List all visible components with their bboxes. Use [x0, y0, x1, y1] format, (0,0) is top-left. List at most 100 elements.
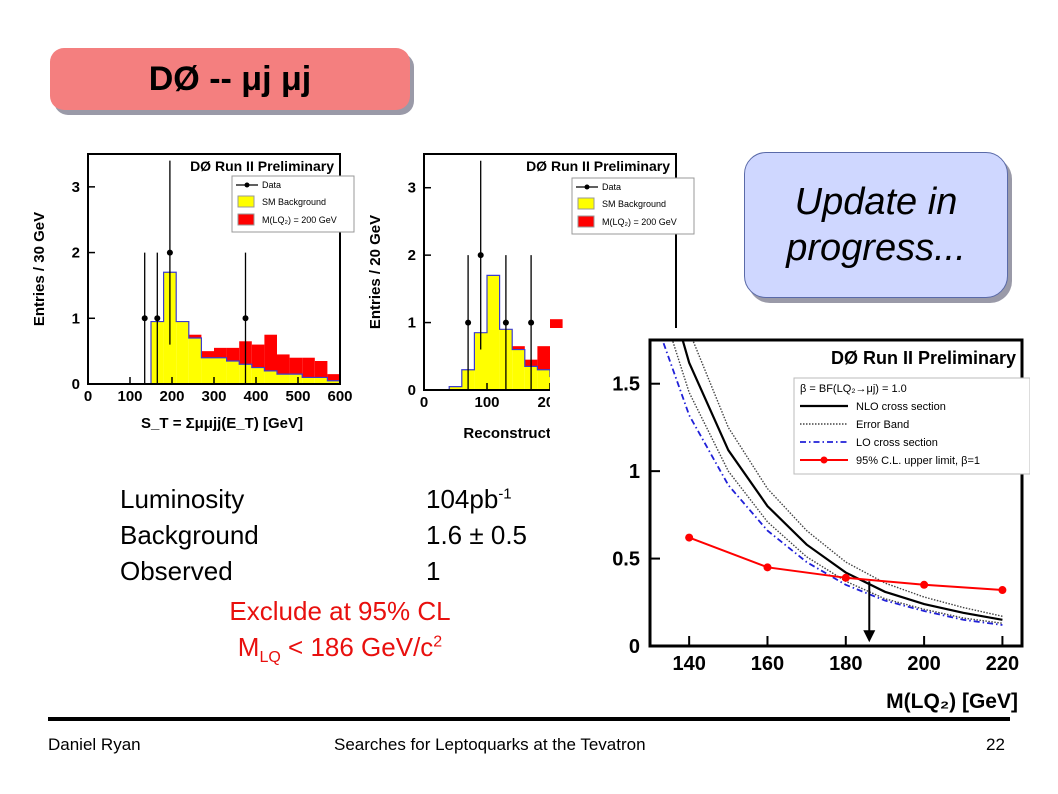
slide-title-box: DØ -- μj μj: [50, 48, 410, 110]
y-tick-label: 0: [629, 636, 640, 658]
y-tick-label: 1.5: [612, 374, 640, 396]
legend-marker: [820, 456, 828, 464]
x-axis-label: M(LQ₂) [GeV]: [886, 690, 1018, 713]
background-bar: [289, 374, 303, 384]
legend-label: Data: [262, 180, 281, 190]
data-point: [242, 315, 249, 322]
signal-bar: [302, 357, 315, 378]
background-bar: [512, 349, 525, 390]
footer-author: Daniel Ryan: [48, 735, 141, 754]
excluded-mass-arrowhead: [863, 630, 876, 643]
legend-swatch: [577, 197, 595, 210]
plot-frame: [648, 338, 1024, 648]
update-line-2: progress...: [786, 227, 966, 269]
histogram-svg: 0 100 200 300 400 500 600 0 1 2 3 DØ Run II Prelimi…: [31, 153, 355, 432]
legend-label: M(LQ₂) = 200 GeV: [602, 217, 677, 227]
x-tick-label: 400: [243, 388, 268, 405]
background-bar: [302, 377, 315, 384]
mass-limit: MLQ < 186 GeV/c2: [150, 632, 530, 667]
slide-title: DØ -- μj μj: [148, 59, 312, 98]
mass-subscript: LQ: [259, 649, 281, 667]
y-axis-label: Entries / 20 GeV: [367, 215, 384, 329]
y-tick-label: 1: [629, 461, 640, 483]
stat-value: 104pb-1: [426, 484, 512, 515]
legend-label: Error Band: [856, 419, 909, 431]
y-tick-label: 1: [408, 315, 416, 332]
value-text: 104pb: [426, 484, 499, 514]
mass-symbol: M: [237, 632, 260, 662]
background-bar: [474, 332, 487, 390]
lo-curve: [661, 340, 1003, 626]
legend-swatch: [237, 195, 255, 208]
x-axis-label: S_T = Σμμjj(E_T) [GeV]: [141, 415, 303, 432]
x-tick-label: 100: [474, 394, 499, 411]
stat-label: Observed: [120, 556, 233, 586]
y-tick-label: 2: [408, 247, 416, 264]
signal-bar: [289, 357, 303, 375]
y-tick-label: 2: [72, 245, 80, 262]
data-point: [154, 315, 161, 322]
limit-point: [998, 586, 1007, 595]
signal-bar: [188, 334, 202, 338]
preliminary-label: DØ Run II Preliminary: [831, 348, 1016, 368]
legend-label: NLO cross section: [856, 401, 946, 413]
background-bar: [264, 370, 277, 384]
background-bar: [251, 367, 265, 384]
limit-point: [685, 533, 694, 542]
legend-label: M(LQ₂) = 200 GeV: [262, 215, 337, 225]
x-tick-label: 0: [84, 388, 92, 405]
mass-superscript: 2: [433, 633, 443, 651]
x-tick-label: 200: [907, 653, 940, 675]
y-tick-label: 3: [408, 180, 416, 197]
legend-label: 95% C.L. upper limit, β=1: [856, 455, 980, 467]
stat-label: Background: [120, 520, 259, 550]
data-point: [141, 315, 148, 322]
cross-section-plot: 140 160 180 200 220 0 0.5 1 1.5 DØ Run II Prelimi…: [550, 328, 1031, 714]
legend-swatch: [237, 213, 255, 226]
curves-group: [661, 340, 1007, 626]
footer-title: Searches for Leptoquarks at the Tevatron: [334, 735, 646, 754]
legend-box: [793, 377, 1031, 475]
limit-point: [841, 573, 850, 582]
x-tick-label: 600: [327, 388, 352, 405]
legend-label: SM Background: [602, 199, 666, 209]
background-bar: [277, 374, 290, 384]
data-point: [528, 319, 535, 326]
value-exponent: -1: [498, 485, 512, 503]
data-point: [477, 252, 484, 259]
x-tick-label: 0: [420, 394, 428, 411]
background-outline: [88, 271, 340, 385]
y-tick-label: 3: [72, 179, 80, 196]
x-tick-label: 160: [751, 653, 784, 675]
data-point: [166, 249, 173, 256]
legend-title: β = BF(LQ₂→μj) = 1.0: [800, 383, 907, 395]
legend-marker: [584, 184, 590, 190]
data-point: [465, 319, 472, 326]
legend-label: Data: [602, 182, 621, 192]
background-bar: [327, 380, 340, 384]
x-tick-label: 140: [672, 653, 705, 675]
y-tick-label: 0: [72, 376, 80, 393]
signal-bar: [214, 347, 227, 358]
y-tick-label: 1: [72, 310, 80, 327]
legend-swatch: [577, 215, 595, 228]
signal-bar: [251, 344, 265, 368]
signal-bar: [264, 334, 277, 371]
legend-label: LO cross section: [856, 437, 938, 449]
stat-label: Luminosity: [120, 484, 245, 514]
mass-value: < 186 GeV/c: [280, 632, 434, 662]
footer-divider: [48, 717, 1010, 721]
background-bar: [537, 369, 550, 390]
x-tick-label: 300: [201, 388, 226, 405]
background-bar: [214, 357, 227, 384]
limit-point: [920, 580, 929, 589]
error-band-curve: [671, 340, 1003, 624]
signal-bar: [327, 374, 340, 381]
signal-bar: [512, 346, 525, 350]
y-axis-label: Entries / 30 GeV: [31, 212, 48, 326]
y-tick-label: 0.5: [612, 549, 640, 571]
preliminary-label: DØ Run II Preliminary: [190, 158, 334, 174]
error-band-curve: [691, 340, 1003, 617]
signal-bar: [537, 346, 550, 370]
background-bar: [487, 275, 500, 390]
